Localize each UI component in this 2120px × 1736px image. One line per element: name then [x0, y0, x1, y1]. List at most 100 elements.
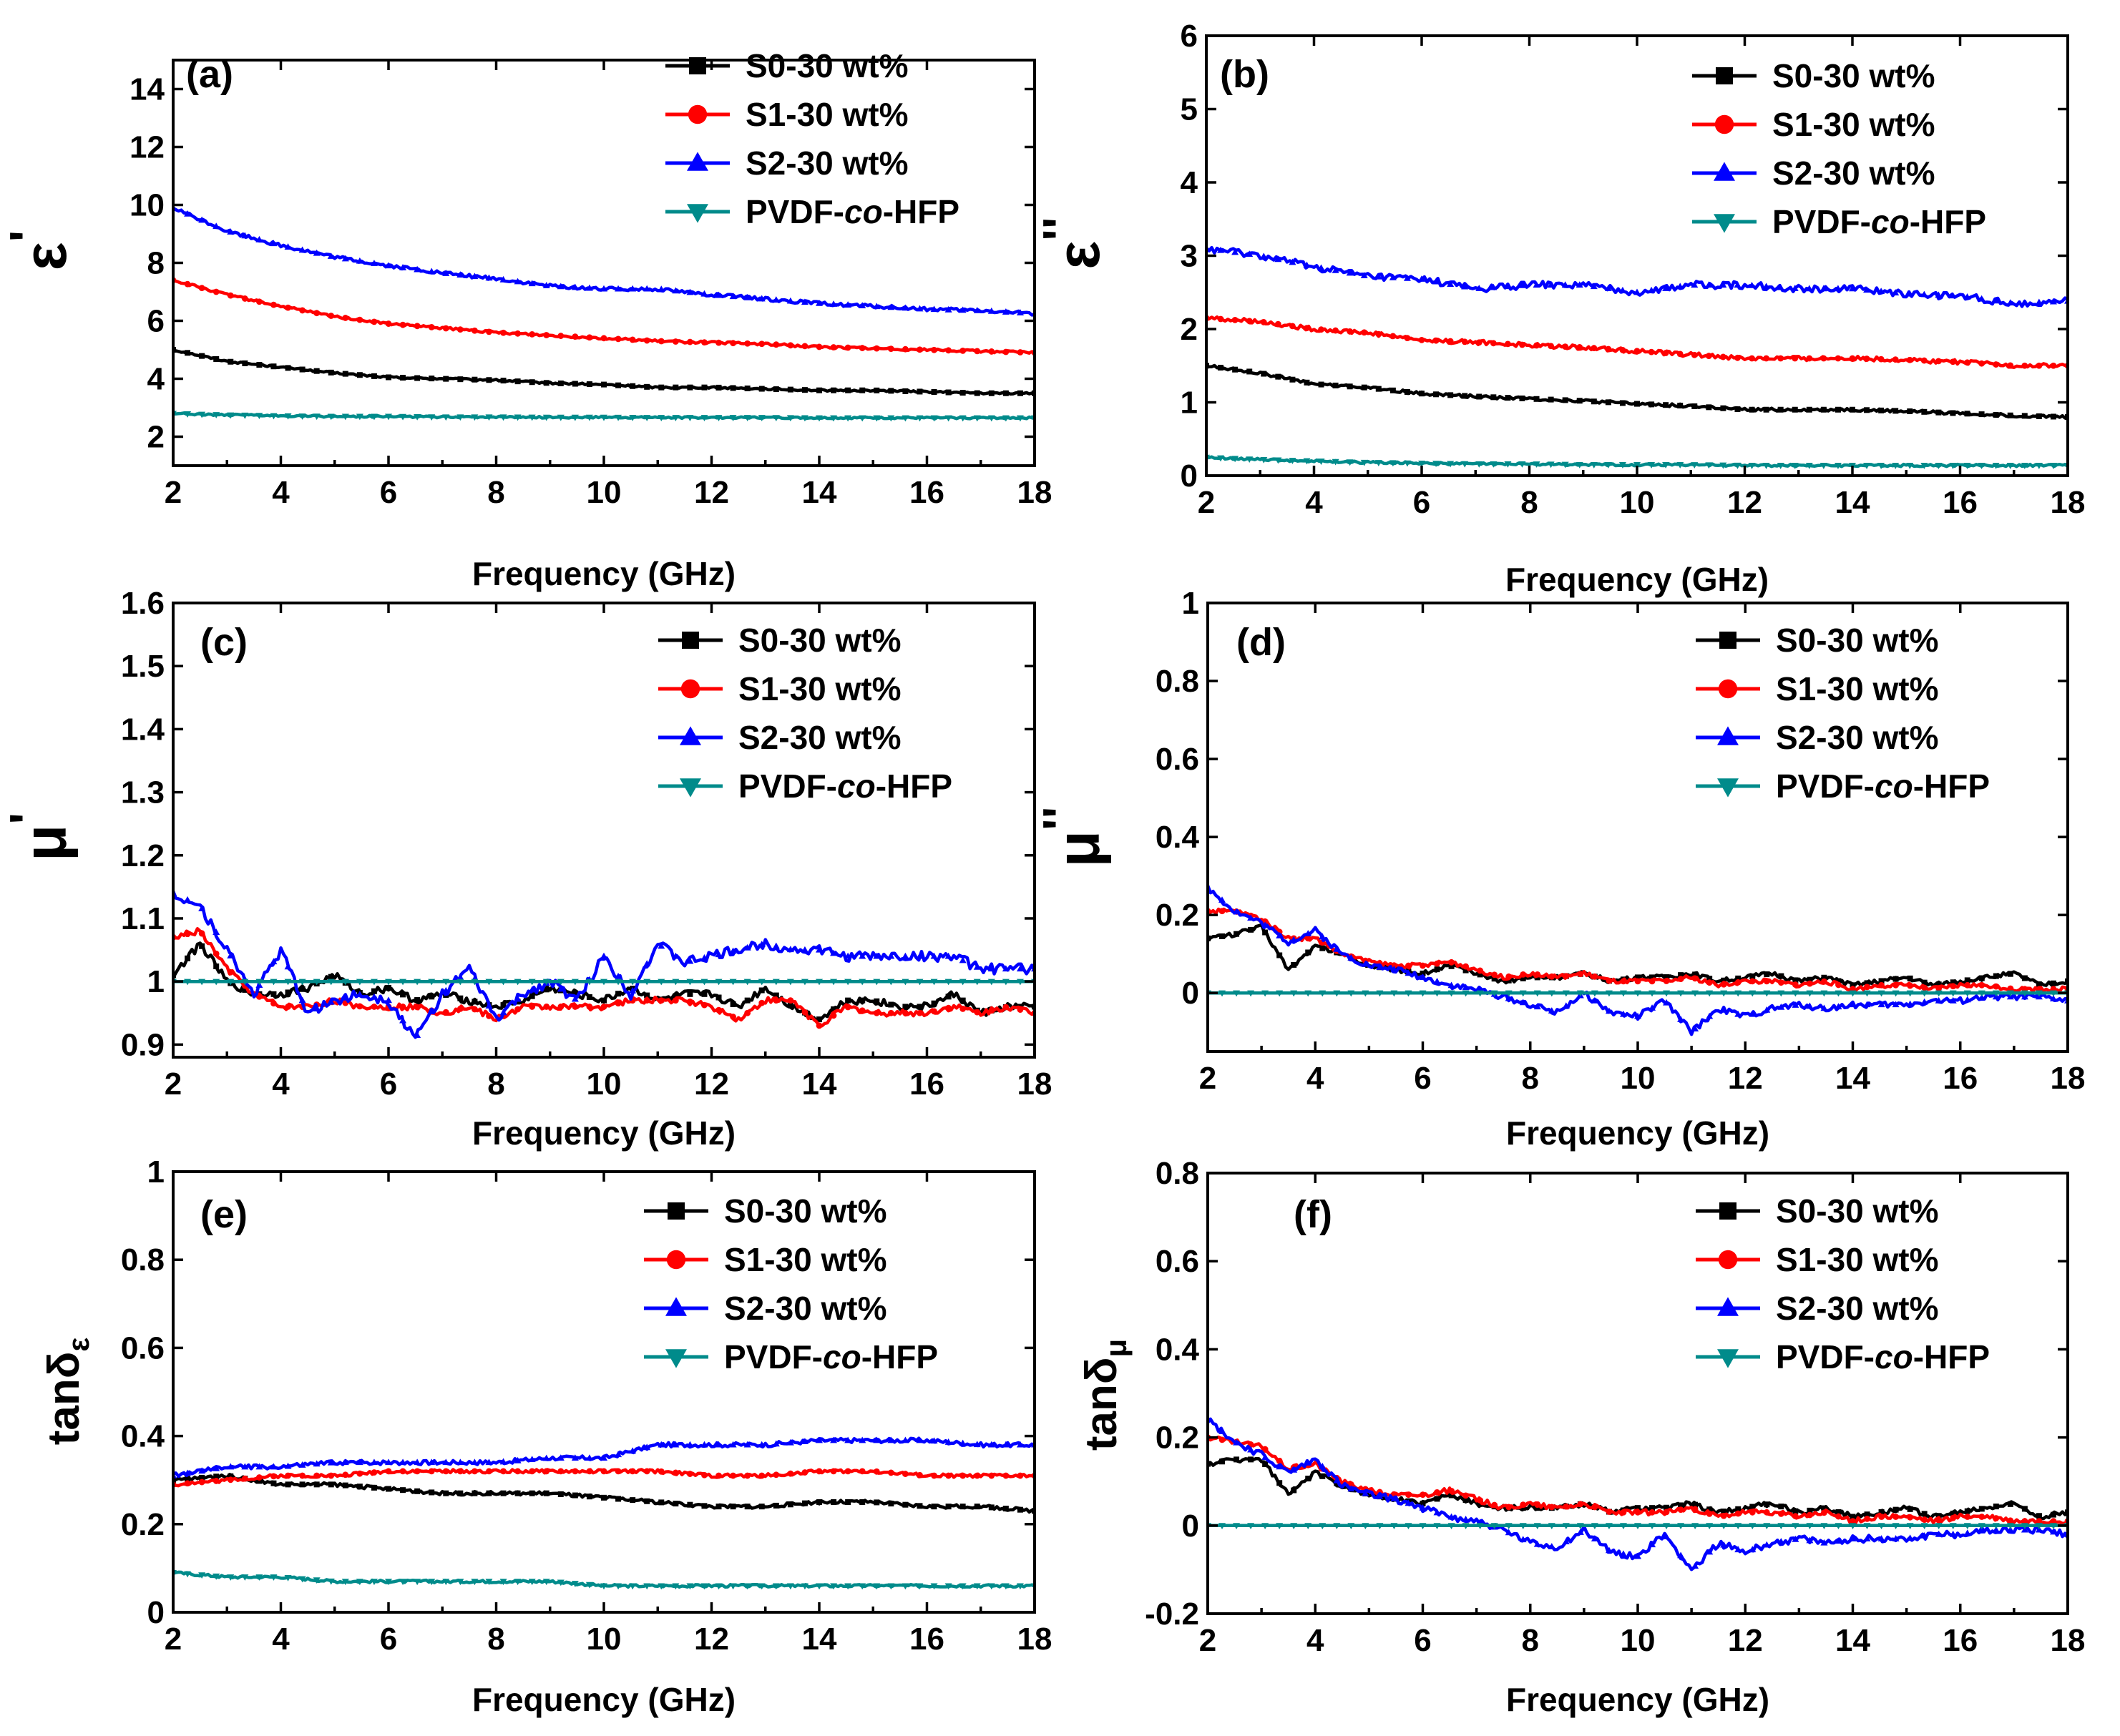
data-point: [944, 305, 952, 313]
data-point: [902, 1501, 909, 1508]
data-point: [873, 415, 881, 422]
data-point: [1403, 275, 1411, 281]
data-point: [1835, 1003, 1842, 1010]
y-axis-label-symbol: μ: [1045, 830, 1112, 867]
data-point: [859, 1499, 866, 1505]
data-point: [241, 979, 249, 986]
data-point: [1719, 281, 1727, 288]
data-point: [1347, 1485, 1355, 1492]
data-point: [514, 330, 521, 337]
data-point: [227, 1476, 234, 1484]
data-point: [2021, 299, 2028, 306]
data-point: [672, 287, 680, 294]
data-point: [1505, 395, 1511, 401]
data-point: [744, 340, 751, 347]
data-point: [1461, 461, 1469, 468]
data-point: [313, 249, 321, 256]
y-tick-label: 1.3: [121, 775, 165, 810]
data-point: [255, 979, 263, 986]
y-tick-label: -0.2: [1145, 1597, 1199, 1632]
data-point: [1749, 1010, 1757, 1017]
data-point: [1706, 976, 1713, 982]
data-point: [1993, 1504, 1999, 1510]
data-point: [959, 1583, 967, 1590]
data-point: [557, 380, 564, 386]
data-point: [887, 303, 895, 310]
data-point: [1819, 463, 1827, 469]
data-point: [1935, 291, 1943, 298]
legend-marker-S2: [1717, 726, 1739, 745]
data-point: [859, 979, 866, 986]
data-point: [241, 412, 249, 419]
data-point: [1949, 996, 1957, 1004]
data-point: [1332, 267, 1339, 273]
data-point: [2006, 1526, 2014, 1533]
data-point: [1461, 283, 1469, 290]
data-point: [887, 1009, 894, 1016]
data-point: [1835, 1523, 1842, 1529]
data-point: [1360, 272, 1368, 278]
data-point: [687, 991, 693, 997]
data-point: [959, 347, 967, 354]
data-point: [270, 1000, 277, 1007]
data-point: [1635, 1505, 1641, 1511]
data-point: [1547, 281, 1555, 288]
data-point: [356, 257, 363, 264]
data-point: [1261, 921, 1269, 928]
x-tick-label: 18: [2051, 1061, 2086, 1096]
data-point: [701, 1471, 708, 1478]
data-point: [700, 954, 708, 961]
data-point: [730, 1472, 736, 1479]
data-point: [429, 994, 435, 1000]
y-tick-label: 0.6: [1156, 742, 1199, 777]
data-point: [916, 305, 924, 312]
data-point: [1477, 971, 1483, 978]
data-point: [1319, 1523, 1327, 1529]
data-point: [241, 232, 249, 239]
data-point: [687, 1501, 693, 1508]
data-point: [486, 1468, 492, 1475]
panel-label: (f): [1294, 1193, 1332, 1236]
x-tick-label: 6: [1413, 485, 1430, 520]
data-point: [399, 1016, 407, 1024]
data-point: [1706, 990, 1714, 997]
data-point: [615, 285, 622, 292]
data-point: [773, 997, 780, 1004]
data-point: [1448, 1487, 1455, 1494]
data-point: [428, 979, 436, 986]
data-point: [284, 413, 292, 420]
data-point: [801, 415, 809, 422]
y-tick-label: 0.8: [121, 1242, 165, 1278]
data-point: [816, 300, 823, 306]
data-point: [1247, 990, 1255, 997]
data-point: [1334, 1480, 1340, 1486]
data-point: [743, 943, 751, 951]
data-point: [1691, 1523, 1699, 1529]
data-point: [514, 414, 522, 421]
data-point: [1792, 977, 1799, 984]
data-point: [744, 1504, 751, 1510]
data-point: [442, 325, 449, 332]
data-point: [902, 415, 909, 422]
data-point: [917, 1503, 923, 1509]
data-point: [1304, 379, 1310, 386]
y-tick-label: 0.4: [121, 1419, 165, 1454]
data-point: [816, 387, 822, 393]
data-point: [1792, 1523, 1799, 1529]
data-point: [385, 262, 392, 269]
data-point: [1777, 406, 1784, 413]
data-point: [1849, 1001, 1857, 1008]
data-point: [917, 388, 923, 395]
data-point: [1447, 338, 1454, 345]
data-point: [658, 1468, 665, 1475]
data-point: [1992, 1526, 2000, 1533]
data-point: [801, 298, 809, 305]
data-point: [1706, 1510, 1713, 1517]
data-point: [931, 346, 937, 353]
data-point: [758, 295, 766, 302]
data-point: [371, 318, 378, 325]
data-point: [1505, 977, 1512, 984]
data-point: [457, 376, 464, 383]
